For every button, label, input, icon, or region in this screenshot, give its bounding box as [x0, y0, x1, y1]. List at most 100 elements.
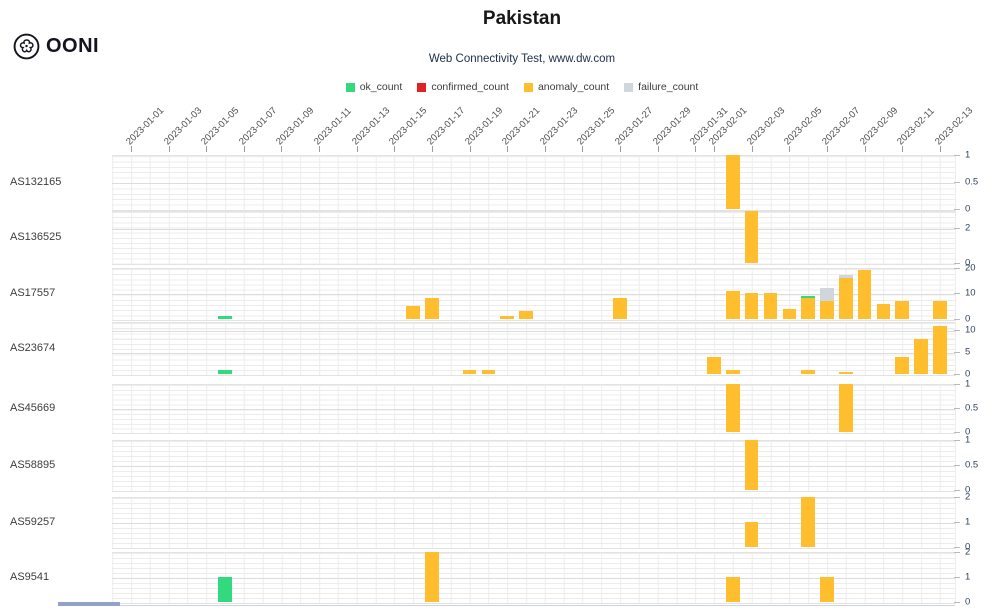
- bar-segment-anomaly_count: [933, 300, 947, 319]
- bar-AS17557-2023-02-04[interactable]: [763, 293, 778, 319]
- y-tick-dash: [954, 489, 960, 491]
- bar-AS17557-2023-02-05[interactable]: [782, 308, 797, 319]
- bar-segment-anomaly_count: [425, 551, 439, 602]
- row-grid-AS136525: [112, 211, 956, 265]
- bar-segment-anomaly_count: [895, 300, 909, 319]
- chart-title: Pakistan: [482, 8, 562, 29]
- bar-segment-anomaly_count: [726, 383, 740, 432]
- bar-AS58895-2023-02-03[interactable]: [744, 439, 759, 490]
- bar-segment-anomaly_count: [726, 576, 740, 602]
- bar-segment-anomaly_count: [500, 316, 514, 319]
- x-tick-label: 2023-01-09: [274, 105, 317, 148]
- row-label-AS136525: AS136525: [10, 230, 62, 243]
- row-grid-AS45669: [112, 383, 956, 434]
- row-label-AS58895: AS58895: [10, 458, 56, 471]
- x-tick-mark: [431, 146, 433, 152]
- y-tick-label: 1: [965, 149, 971, 160]
- bar-AS23674-2023-02-06[interactable]: [801, 369, 815, 374]
- bar-AS23674-2023-02-08[interactable]: [839, 371, 853, 374]
- legend-label: ok_count: [359, 81, 403, 93]
- bar-segment-anomaly_count: [707, 356, 721, 374]
- bar-AS9541-2023-01-17[interactable]: [425, 551, 439, 602]
- bar-AS45669-2023-02-02[interactable]: [726, 383, 740, 432]
- y-tick-label: 0: [965, 368, 971, 380]
- bar-AS45669-2023-02-08[interactable]: [839, 383, 853, 432]
- y-tick-dash: [954, 374, 960, 375]
- x-tick-mark: [582, 146, 584, 152]
- bar-AS17557-2023-01-16[interactable]: [406, 306, 420, 319]
- bar-AS17557-2023-02-09[interactable]: [857, 270, 872, 319]
- y-tick-label: 1: [965, 571, 971, 582]
- x-tick-mark: [714, 146, 716, 152]
- bar-AS17557-2023-02-10[interactable]: [876, 303, 891, 319]
- bar-AS23674-2023-02-02[interactable]: [726, 369, 740, 374]
- x-tick-mark: [864, 146, 866, 152]
- bar-AS17557-2023-01-27[interactable]: [613, 298, 627, 319]
- y-tick-gridline: [112, 229, 955, 231]
- bar-AS17557-2023-02-08[interactable]: [839, 275, 853, 319]
- x-tick-label: 2023-01-03: [161, 105, 204, 148]
- y-tick-label: 10: [965, 287, 976, 299]
- failure_count-swatch-icon: [624, 82, 634, 92]
- bar-AS17557-2023-02-13[interactable]: [933, 300, 947, 319]
- bar-segment-anomaly_count: [744, 522, 759, 547]
- x-tick-mark: [507, 146, 509, 152]
- y-tick-dash: [954, 181, 960, 183]
- anomaly_count-swatch-icon: [523, 82, 533, 92]
- y-tick-label: 0: [965, 203, 971, 214]
- x-tick-label: 2023-02-07: [820, 105, 863, 148]
- bar-AS23674-2023-02-11[interactable]: [895, 356, 909, 374]
- bar-AS132165-2023-02-02[interactable]: [726, 154, 740, 209]
- bar-AS17557-2023-02-02[interactable]: [726, 290, 740, 319]
- bar-AS9541-2023-02-02[interactable]: [726, 576, 740, 602]
- bar-AS17557-2023-02-07[interactable]: [820, 288, 834, 319]
- x-tick-label: 2023-01-15: [387, 105, 430, 148]
- bar-segment-anomaly_count: [820, 576, 834, 602]
- y-tick-label: 5: [965, 346, 971, 358]
- y-tick-label: 0: [965, 313, 971, 325]
- x-tick-mark: [544, 146, 546, 152]
- y-tick-dash: [954, 267, 960, 269]
- bar-AS9541-2023-01-06[interactable]: [218, 576, 232, 602]
- x-tick-mark: [751, 146, 753, 152]
- bar-AS59257-2023-02-03[interactable]: [744, 522, 759, 547]
- y-tick-label: 2: [965, 222, 971, 234]
- legend-item-anomaly_count: anomaly_count: [523, 81, 610, 93]
- x-tick-label: 2023-02-05: [782, 105, 825, 148]
- x-tick-label: 2023-02-03: [744, 105, 787, 148]
- bar-AS17557-2023-02-11[interactable]: [895, 300, 909, 319]
- y-tick-gridline: [112, 577, 955, 579]
- x-tick-mark: [131, 146, 132, 152]
- bar-AS23674-2023-02-13[interactable]: [933, 325, 947, 374]
- bar-AS9541-2023-02-07[interactable]: [820, 576, 834, 602]
- bar-AS17557-2023-01-21[interactable]: [500, 316, 514, 319]
- y-tick-gridline: [112, 182, 955, 184]
- bar-AS59257-2023-02-06[interactable]: [801, 497, 815, 547]
- bar-segment-anomaly_count: [876, 303, 891, 319]
- y-tick-dash: [954, 439, 960, 441]
- legend-label: anomaly_count: [537, 81, 610, 93]
- bar-AS17557-2023-02-06[interactable]: [801, 295, 815, 319]
- x-tick-mark: [939, 146, 941, 152]
- bar-AS23674-2023-01-06[interactable]: [218, 369, 232, 374]
- bar-AS17557-2023-02-03[interactable]: [744, 293, 759, 319]
- x-tick-label: 2023-01-13: [349, 105, 392, 148]
- row-label-AS132165: AS132165: [10, 175, 62, 188]
- bar-AS17557-2023-01-17[interactable]: [425, 298, 439, 319]
- row-grid-AS9541: [112, 551, 956, 604]
- bar-AS136525-2023-02-03[interactable]: [744, 211, 759, 263]
- bar-AS17557-2023-01-22[interactable]: [519, 311, 533, 319]
- bar-AS23674-2023-02-01[interactable]: [707, 356, 721, 374]
- bar-AS23674-2023-01-19[interactable]: [462, 369, 477, 374]
- ooni-logo: OONI: [13, 33, 99, 60]
- row-label-AS17557: AS17557: [10, 287, 56, 300]
- x-tick-mark: [168, 146, 170, 152]
- bar-AS23674-2023-02-12[interactable]: [914, 339, 928, 374]
- y-tick-dash: [954, 154, 960, 156]
- bar-segment-ok_count: [801, 295, 815, 299]
- y-tick-dash: [954, 522, 960, 523]
- bar-segment-anomaly_count: [820, 300, 834, 319]
- bar-AS17557-2023-01-06[interactable]: [218, 316, 232, 319]
- y-tick-dash: [954, 293, 960, 295]
- bar-AS23674-2023-01-20[interactable]: [481, 369, 496, 374]
